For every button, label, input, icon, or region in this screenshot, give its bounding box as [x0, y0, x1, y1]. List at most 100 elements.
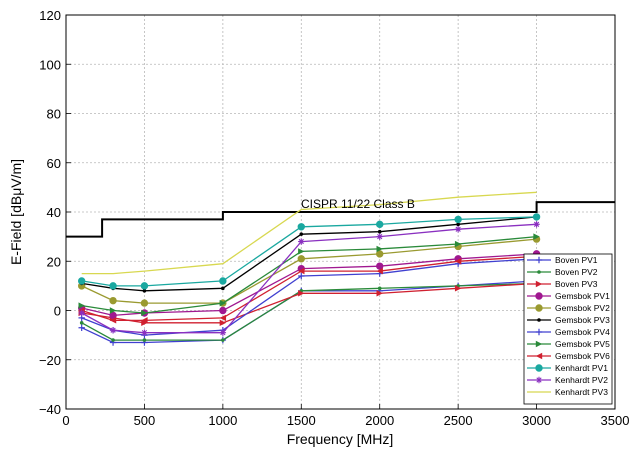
limit-line — [66, 201, 615, 238]
data-point — [140, 282, 149, 290]
data-point — [535, 364, 543, 372]
y-tick-label: 60 — [47, 156, 61, 171]
series-line — [81, 253, 537, 317]
data-point — [297, 255, 305, 263]
data-point — [140, 299, 149, 307]
legend-item: Kenhardt PV3 — [527, 387, 608, 397]
x-tick-label: 2500 — [444, 413, 473, 428]
legend-item: Kenhardt PV1 — [527, 363, 608, 373]
x-tick-label: 1500 — [287, 413, 316, 428]
y-tick-label: 20 — [47, 254, 61, 269]
data-point — [537, 318, 541, 322]
x-tick-label: 3000 — [522, 413, 551, 428]
x-axis-ticks: 0 500 1000 1500 2000 2500 3000 3500 — [62, 404, 629, 428]
data-point — [377, 286, 382, 291]
data-point — [109, 327, 117, 334]
x-axis-label: Frequency [MHz] — [287, 431, 394, 447]
y-tick-label: 80 — [47, 107, 61, 122]
data-point — [298, 267, 305, 275]
series-line — [81, 282, 537, 341]
data-point — [78, 324, 85, 331]
y-axis-ticks: −40 −20 0 20 40 60 80 100 120 — [39, 8, 71, 417]
data-point — [219, 314, 227, 322]
plot-area: 0 500 1000 1500 2000 2500 3000 3500 −40 −20 0 20 40… — [39, 8, 630, 428]
legend-label: Boven PV2 — [555, 267, 598, 277]
x-tick-label: 3500 — [601, 413, 630, 428]
series-line — [81, 191, 537, 275]
data-point — [454, 240, 462, 248]
data-point — [533, 233, 540, 240]
data-point — [299, 232, 304, 236]
legend-label: Gemsbok PV3 — [555, 315, 610, 325]
y-tick-label: 0 — [54, 304, 61, 319]
legend-item: Kenhardt PV2 — [527, 375, 608, 385]
legend-label: Kenhardt PV2 — [555, 375, 608, 385]
legend-item: Boven PV2 — [527, 267, 598, 277]
data-point — [219, 319, 227, 327]
series-line — [81, 216, 537, 287]
data-point — [537, 270, 541, 274]
data-point — [298, 238, 305, 245]
data-point — [78, 309, 85, 317]
data-point — [77, 277, 86, 285]
x-tick-label: 1000 — [208, 413, 237, 428]
data-point — [376, 290, 383, 297]
legend-item: Gemsbok PV3 — [527, 315, 610, 325]
data-point — [533, 221, 540, 228]
legend-item: Gemsbok PV6 — [527, 351, 610, 361]
legend-label: Gemsbok PV4 — [555, 327, 610, 337]
data-point — [535, 340, 543, 348]
data-point — [297, 223, 305, 231]
legend-item: Gemsbok PV4 — [527, 327, 610, 337]
data-point — [376, 245, 383, 253]
legend-item: Boven PV3 — [527, 279, 598, 289]
data-point — [535, 352, 543, 360]
data-point — [219, 277, 227, 285]
series-7 — [78, 233, 540, 317]
data-point — [376, 250, 384, 258]
data-point — [141, 319, 148, 327]
data-point — [532, 213, 541, 221]
data-point — [298, 248, 305, 255]
series-4 — [77, 235, 541, 307]
legend-label: Kenhardt PV1 — [555, 363, 608, 373]
data-point — [142, 289, 147, 293]
data-point — [298, 272, 305, 280]
y-axis-label: E-Field [dBμV/m] — [8, 159, 24, 265]
legend-item: Gemsbok PV5 — [527, 339, 610, 349]
data-point — [535, 376, 543, 384]
data-point — [219, 306, 227, 315]
data-point — [454, 226, 462, 233]
series-11 — [81, 191, 537, 275]
legend-label: Gemsbok PV6 — [555, 351, 610, 361]
data-point — [78, 302, 85, 309]
data-point — [141, 329, 148, 336]
data-point — [376, 267, 383, 275]
y-tick-label: 120 — [39, 8, 61, 23]
data-point — [109, 317, 117, 324]
data-point — [109, 296, 117, 305]
data-point — [221, 286, 225, 291]
series-line — [81, 216, 537, 292]
legend-item: Gemsbok PV1 — [527, 291, 610, 301]
data-point — [454, 285, 462, 292]
series-line — [81, 282, 537, 324]
limit-line-path — [66, 201, 615, 238]
data-point — [377, 229, 382, 234]
legend-item: Boven PV1 — [527, 255, 598, 265]
data-point — [219, 299, 227, 307]
data-point — [109, 282, 117, 290]
data-point — [535, 328, 543, 336]
data-point — [298, 290, 305, 297]
x-tick-label: 2000 — [365, 413, 394, 428]
x-tick-label: 0 — [62, 413, 69, 428]
series-9 — [77, 213, 541, 290]
data-point — [221, 338, 225, 342]
series-line — [81, 255, 537, 322]
legend-label: Boven PV3 — [555, 279, 598, 289]
data-point — [219, 329, 227, 336]
legend-label: Boven PV1 — [555, 255, 598, 265]
limit-line-label: CISPR 11/22 Class B — [301, 197, 415, 211]
data-point — [535, 292, 543, 300]
